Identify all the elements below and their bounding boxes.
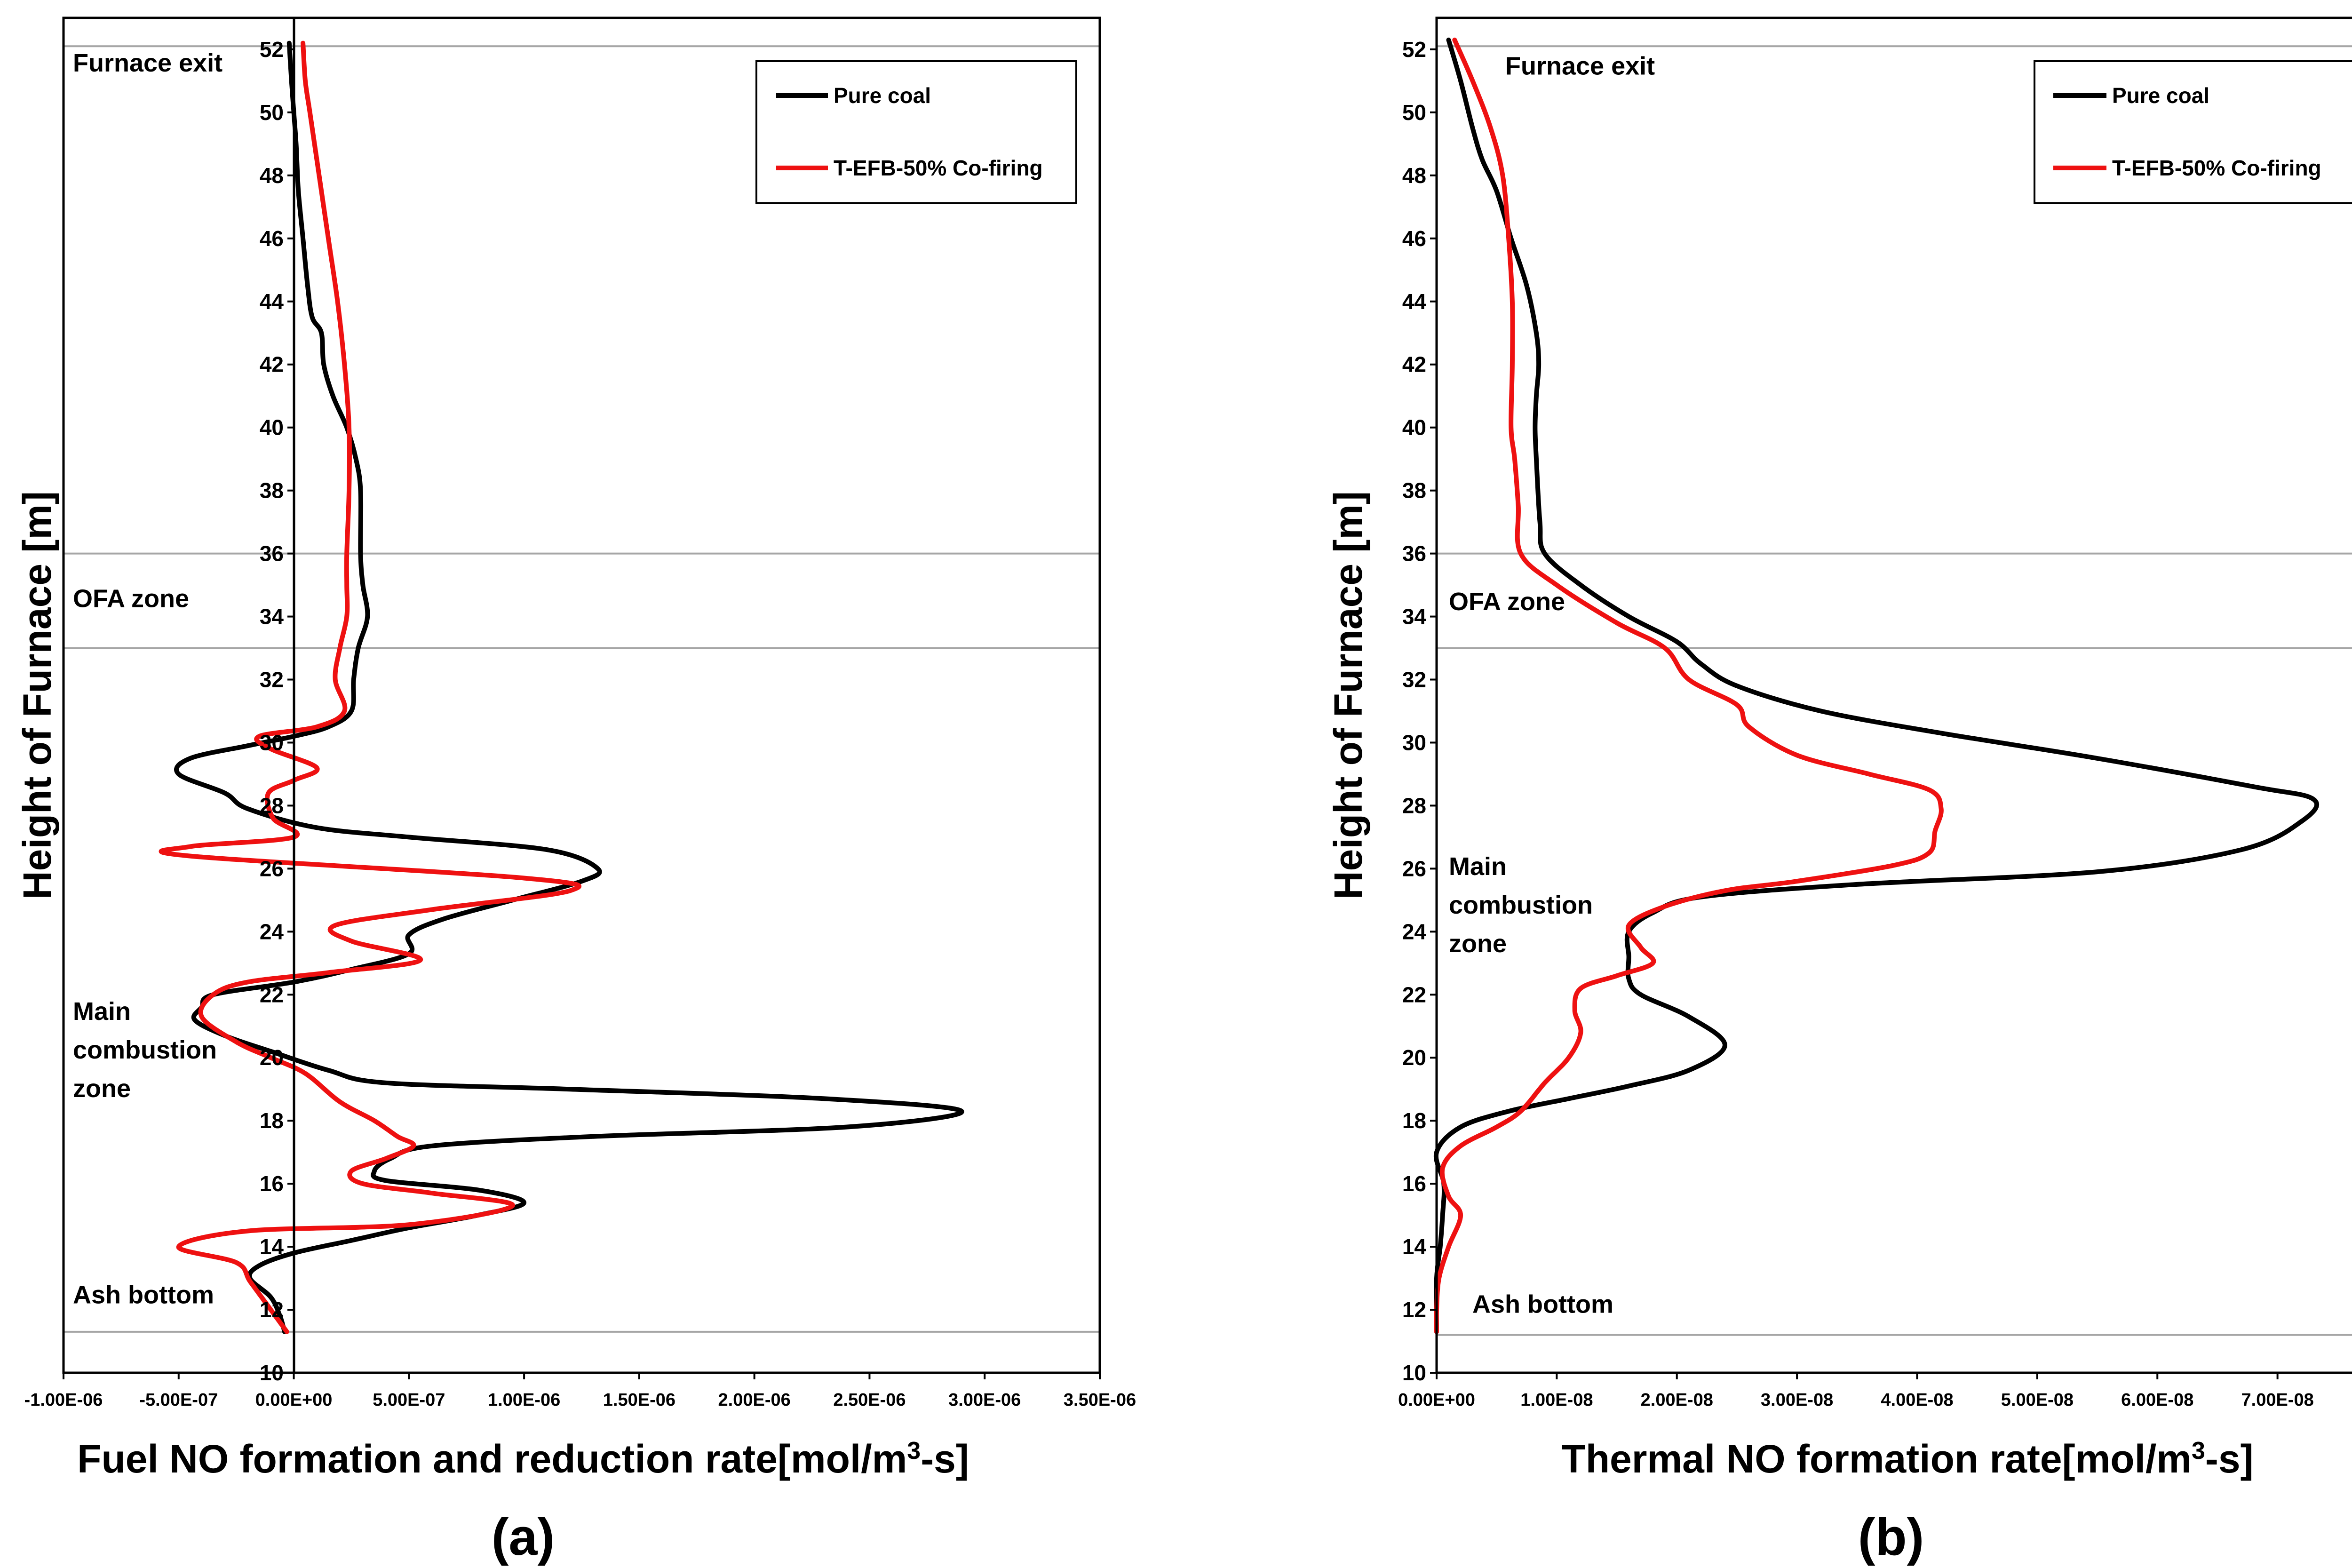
panel-a-zone-label: OFA zone (73, 584, 189, 613)
panel-b-y-tick-label: 26 (1402, 856, 1426, 881)
panel-a-y-tick-label: 24 (260, 919, 284, 944)
panel-a-y-tick-label: 26 (260, 856, 284, 881)
panel-a-x-tick-label: 2.00E-06 (718, 1390, 791, 1410)
panel-b-y-tick-label: 34 (1402, 605, 1427, 629)
panel-a-y-tick-label: 34 (260, 605, 284, 629)
panel-a-x-tick-label: 0.00E+00 (255, 1390, 333, 1410)
panel-b-series-pure-coal-line (1433, 37, 2319, 1334)
panel-b-zone-label: Main combustion zone (1449, 852, 1593, 958)
panel-a-zone-label: Ash bottom (73, 1281, 214, 1309)
panel-a-zone-label: Furnace exit (73, 49, 222, 77)
panel-b-x-tick-label: 5.00E-08 (2001, 1390, 2074, 1410)
panel-a-x-axis-label: Fuel NO formation and reduction rate[mol… (77, 1437, 969, 1481)
panel-b-plot-frame (1435, 16, 2352, 1374)
panel-a-y-tick-label: 44 (260, 289, 284, 314)
panel-a-series-cofiring-line (159, 40, 582, 1334)
panel-a-y-tick-label: 14 (260, 1234, 284, 1259)
panel-b-y-tick-label: 46 (1402, 226, 1426, 251)
panel-b-legend-label-pure-coal: Pure coal (2112, 83, 2209, 108)
panel-b-y-tick-label: 32 (1402, 668, 1426, 692)
panel-a-series-pure-coal-line (174, 40, 964, 1334)
panel-a-y-tick-label: 42 (260, 352, 284, 377)
panel-a-x-tick-label: -5.00E-07 (139, 1390, 218, 1410)
panel-b-x-tick-label: 2.00E-08 (1641, 1390, 1713, 1410)
panel-b-chart: 10 12 14 16 18 20 22 24 26 28 30 32 34 36 38 40 42 44 46 48… (1326, 16, 2352, 1566)
panel-a-y-tick-label: 30 (260, 730, 284, 755)
panel-b-y-tick-label: 50 (1402, 100, 1426, 125)
panel-a-plot-frame (62, 16, 1101, 1374)
panel-a-y-tick-label: 52 (260, 37, 284, 62)
panel-a-legend-label-pure-coal: Pure coal (834, 83, 931, 108)
panel-a-y-tick-label: 10 (260, 1361, 284, 1385)
panel-a-zone-label: Main combustion zone (73, 997, 217, 1103)
panel-b-y-tick-label: 28 (1402, 793, 1426, 818)
panel-b-zone-label: OFA zone (1449, 588, 1565, 616)
panel-b-y-tick-label: 36 (1402, 541, 1426, 566)
panel-a-y-tick-label: 38 (260, 478, 284, 503)
panel-a-y-tick-label: 22 (260, 982, 284, 1007)
panel-a-y-tick-label: 48 (260, 163, 284, 188)
panel-b-y-tick-label: 12 (1402, 1297, 1426, 1322)
panel-b-x-tick-label: 4.00E-08 (1881, 1390, 1953, 1410)
panel-a-legend: Pure coal T-EFB-50% Co-firing (755, 60, 1077, 204)
panel-b-y-axis-label: Height of Furnace [m] (1326, 491, 1370, 899)
panel-a-y-tick-label: 36 (260, 541, 284, 566)
panel-b-y-tick-label: 44 (1402, 289, 1427, 314)
panel-b-y-tick-label: 24 (1402, 919, 1427, 944)
panel-a-y-tick-label: 12 (260, 1297, 284, 1322)
panel-b-legend-label-cofiring: T-EFB-50% Co-firing (2112, 156, 2321, 180)
panel-a-y-tick-label: 40 (260, 415, 284, 440)
panel-b-y-tick-label: 38 (1402, 478, 1426, 503)
panel-b-y-tick-label: 18 (1402, 1108, 1426, 1133)
panel-b-legend-box (2034, 60, 2352, 204)
panel-b-y-tick-label: 10 (1402, 1361, 1426, 1385)
panel-b-zone-label: Furnace exit (1505, 52, 1655, 80)
panel-a-y-tick-label: 16 (260, 1171, 284, 1196)
panel-b-x-tick-label: 7.00E-08 (2241, 1390, 2314, 1410)
panel-a-x-tick-label: 2.50E-06 (833, 1390, 906, 1410)
panel-b-label: (b) (1858, 1508, 1924, 1566)
panel-a-y-tick-label: 18 (260, 1108, 284, 1133)
panel-b-y-tick-label: 40 (1402, 415, 1426, 440)
panel-a-x-tick-label: 3.50E-06 (1064, 1390, 1136, 1410)
panel-b-y-tick-label: 42 (1402, 352, 1426, 377)
panel-b-zone-label: Ash bottom (1472, 1290, 1613, 1319)
panel-a-y-tick-label: 28 (260, 793, 284, 818)
panel-a-x-tick-label: 3.00E-06 (948, 1390, 1021, 1410)
panel-b-x-tick-label: 0.00E+00 (1398, 1390, 1475, 1410)
panel-a-y-tick-label: 46 (260, 226, 284, 251)
panel-b-x-tick-label: 3.00E-08 (1761, 1390, 1833, 1410)
panel-a-legend-label-cofiring: T-EFB-50% Co-firing (834, 156, 1043, 180)
panel-b-x-axis-label: Thermal NO formation rate[mol/m3-s] (1561, 1437, 2253, 1481)
panel-b-x-tick-label: 1.00E-08 (1520, 1390, 1593, 1410)
panel-a-x-tick-label: 1.00E-06 (488, 1390, 560, 1410)
panel-b-y-tick-label: 14 (1402, 1234, 1427, 1259)
panel-a-y-axis-label: Height of Furnace [m] (15, 491, 59, 899)
panel-a-chart: 10 12 14 16 18 20 22 24 26 28 30 32 34 36 38 40 42 44 46 48… (15, 16, 1136, 1566)
panel-b-y-tick-label: 20 (1402, 1045, 1426, 1070)
panel-a-y-tick-label: 20 (260, 1045, 284, 1070)
panel-b-y-tick-label: 30 (1402, 730, 1426, 755)
panel-a-y-tick-label: 32 (260, 668, 284, 692)
panel-a-legend-box (755, 60, 1077, 204)
panel-b-y-tick-label: 16 (1402, 1171, 1426, 1196)
panel-b-x-tick-label: 6.00E-08 (2121, 1390, 2193, 1410)
panel-b-y-tick-label: 52 (1402, 37, 1426, 62)
panel-a-y-tick-label: 50 (260, 100, 284, 125)
panel-a-x-tick-label: 1.50E-06 (603, 1390, 675, 1410)
panel-b-series-cofiring-line (1434, 37, 1944, 1334)
panel-b-y-tick-label: 22 (1402, 982, 1426, 1007)
panel-b-y-tick-label: 48 (1402, 163, 1426, 188)
panel-a-x-tick-label: 5.00E-07 (373, 1390, 445, 1410)
panel-a-x-tick-label: -1.00E-06 (24, 1390, 103, 1410)
panel-b-legend: Pure coal T-EFB-50% Co-firing (2034, 60, 2352, 204)
panel-a-label: (a) (492, 1508, 555, 1566)
